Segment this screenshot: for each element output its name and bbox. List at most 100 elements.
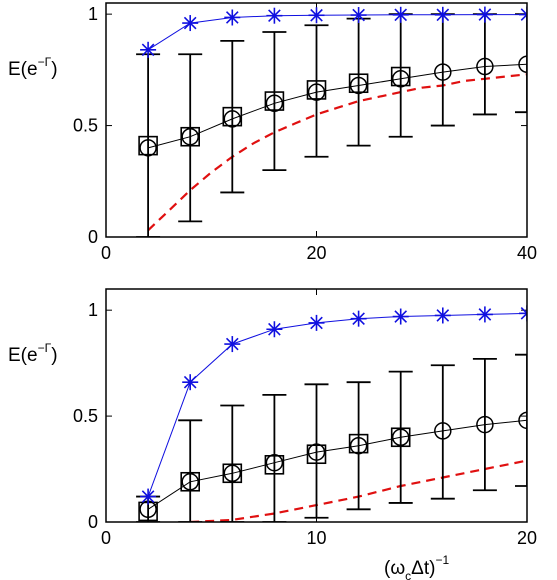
model-point	[349, 76, 368, 95]
asterisk-d2	[436, 8, 450, 22]
x-tick-label: 20	[517, 528, 537, 548]
asterisk-d2	[520, 13, 527, 21]
upper-bound-point	[392, 308, 409, 325]
error-bar	[262, 31, 287, 172]
top-panel: 0 20 40 0 0.5 1 E(e−Γ)	[8, 2, 537, 263]
model-point	[307, 83, 326, 101]
asterisk-d2	[225, 337, 239, 351]
data-point	[348, 73, 369, 94]
model-line	[147, 419, 527, 510]
model-point	[307, 443, 326, 461]
asterisk-d2	[310, 8, 323, 22]
asterisk-d2	[141, 490, 155, 503]
x-tick-label: 0	[101, 528, 111, 548]
upper-bound-point	[224, 9, 241, 26]
y-axis-label: E(e−Γ)	[8, 55, 58, 80]
asterisk-d2	[394, 8, 408, 22]
asterisk-d2	[478, 308, 492, 321]
upper-bound-point	[434, 6, 451, 23]
upper-bound-point	[182, 15, 199, 32]
x-axis-label-open: (ω	[384, 558, 405, 579]
data-point	[222, 463, 243, 484]
y-tick-label: 0.5	[73, 116, 98, 136]
x-tick-label: 40	[517, 243, 537, 263]
upper-bound-point	[350, 310, 367, 327]
plot-area	[136, 6, 527, 237]
upper-bound-point	[266, 321, 283, 338]
data-point	[348, 433, 369, 454]
upper-bound-point	[519, 305, 527, 322]
error-bar	[304, 24, 329, 158]
upper-bound-point	[476, 6, 493, 23]
model-point	[223, 464, 242, 483]
upper-bound-point	[140, 41, 157, 58]
model-point	[223, 110, 242, 128]
y-axis-label-close: )	[51, 59, 57, 80]
model-line	[147, 63, 527, 149]
plot-frame	[105, 2, 528, 238]
upper-bound-point	[182, 374, 199, 391]
upper-bound-point	[308, 7, 325, 24]
asterisk-d2	[436, 309, 450, 322]
upper-bound-point	[519, 6, 527, 23]
data-point	[180, 126, 200, 147]
upper-bound-point	[434, 307, 451, 324]
data-point	[390, 66, 411, 87]
plot-frame	[105, 288, 528, 523]
asterisk-d2	[183, 375, 197, 389]
model-point	[476, 57, 494, 76]
data-point	[180, 471, 200, 492]
model-point	[265, 94, 284, 113]
upper-bound-line	[147, 14, 527, 51]
data-point	[264, 455, 285, 475]
x-axis-label: (ωcΔt)−1	[384, 553, 449, 580]
y-axis-label: E(e−Γ)	[8, 341, 58, 366]
asterisk-d2	[478, 8, 492, 21]
x-axis-label-mid: Δt)	[411, 558, 435, 579]
upper-bound-line	[147, 312, 527, 497]
upper-bound-point	[140, 488, 157, 505]
y-tick-label: 0	[88, 512, 98, 532]
error-bar	[178, 419, 203, 522]
upper-bound-point	[476, 306, 493, 323]
asterisk-d2	[520, 312, 527, 320]
model-point	[181, 127, 199, 146]
error-bar	[262, 394, 287, 522]
asterisk-d2	[310, 316, 323, 330]
model-point	[139, 139, 157, 157]
data-point	[222, 106, 243, 127]
y-tick-label: 0.5	[73, 406, 98, 426]
asterisk-d1	[520, 8, 527, 16]
model-point	[349, 436, 368, 455]
upper-bound-point	[392, 6, 409, 23]
model-point	[434, 63, 452, 81]
y-tick-label: 1	[88, 4, 98, 24]
asterisk-d2	[352, 8, 365, 22]
error-bar	[220, 39, 245, 194]
model-point	[391, 70, 410, 88]
data-point	[138, 135, 158, 156]
y-axis-label-sup: −Γ	[38, 55, 52, 69]
x-tick-label: 10	[306, 528, 326, 548]
y-axis-label-base: E(e	[8, 59, 38, 80]
y-axis-label-sup: −Γ	[38, 341, 52, 355]
model-point	[391, 428, 410, 447]
upper-bound-point	[350, 7, 367, 24]
lower-bound-curve	[147, 73, 527, 232]
x-tick-label: 20	[306, 243, 326, 263]
error-bar	[515, 353, 527, 487]
x-tick-label: 0	[101, 243, 111, 263]
model-point	[476, 415, 494, 434]
data-point	[264, 91, 285, 111]
plot-area	[136, 305, 527, 522]
asterisk-d1	[520, 307, 527, 315]
asterisk-d2	[268, 9, 281, 23]
error-bar	[304, 383, 329, 519]
asterisk-d2	[352, 312, 365, 325]
asterisk-d2	[225, 11, 239, 24]
model-point	[265, 453, 284, 472]
model-point	[181, 473, 199, 491]
y-axis-label-close: )	[51, 345, 57, 366]
data-point	[306, 444, 327, 465]
